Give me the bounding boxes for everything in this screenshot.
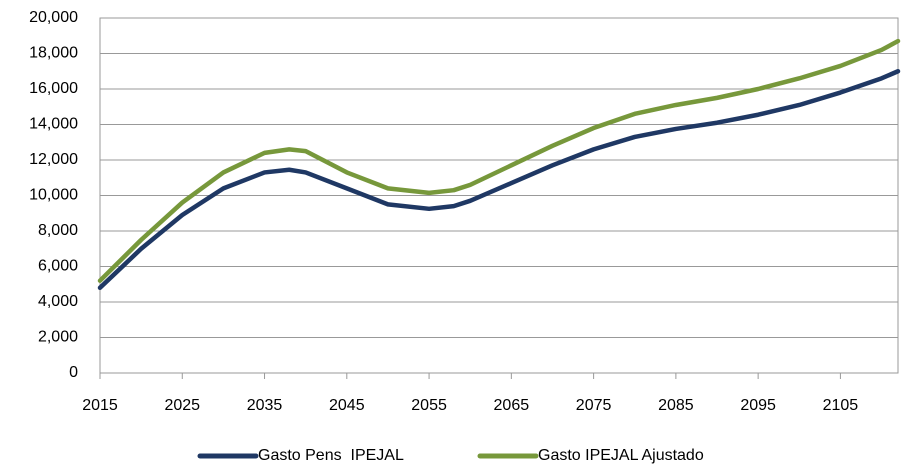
series-line (97, 69, 901, 291)
y-tick-label: 20,000 (29, 9, 78, 26)
x-tick-label: 2105 (823, 397, 859, 414)
x-tick-label: 2075 (576, 397, 612, 414)
y-tick-label: 6,000 (38, 258, 78, 275)
y-tick-label: 12,000 (29, 151, 78, 168)
x-tick-label: 2025 (164, 397, 200, 414)
y-tick-label: 16,000 (29, 80, 78, 97)
series-line (97, 38, 901, 283)
x-tick-label: 2055 (411, 397, 447, 414)
x-tick-label: 2095 (740, 397, 776, 414)
x-tick-label: 2045 (329, 397, 365, 414)
y-tick-label: 0 (69, 364, 78, 381)
x-tick-label: 2085 (658, 397, 694, 414)
y-tick-label: 4,000 (38, 293, 78, 310)
y-tick-label: 2,000 (38, 329, 78, 346)
y-tick-label: 14,000 (29, 116, 78, 133)
y-tick-label: 18,000 (29, 45, 78, 62)
x-tick-label: 2065 (494, 397, 530, 414)
x-tick-label: 2015 (82, 397, 118, 414)
x-tick-label: 2035 (247, 397, 283, 414)
legend-label: Gasto IPEJAL Ajustado (538, 447, 704, 464)
y-tick-label: 8,000 (38, 222, 78, 239)
legend-label: Gasto Pens IPEJAL (258, 447, 404, 464)
y-tick-label: 10,000 (29, 187, 78, 204)
